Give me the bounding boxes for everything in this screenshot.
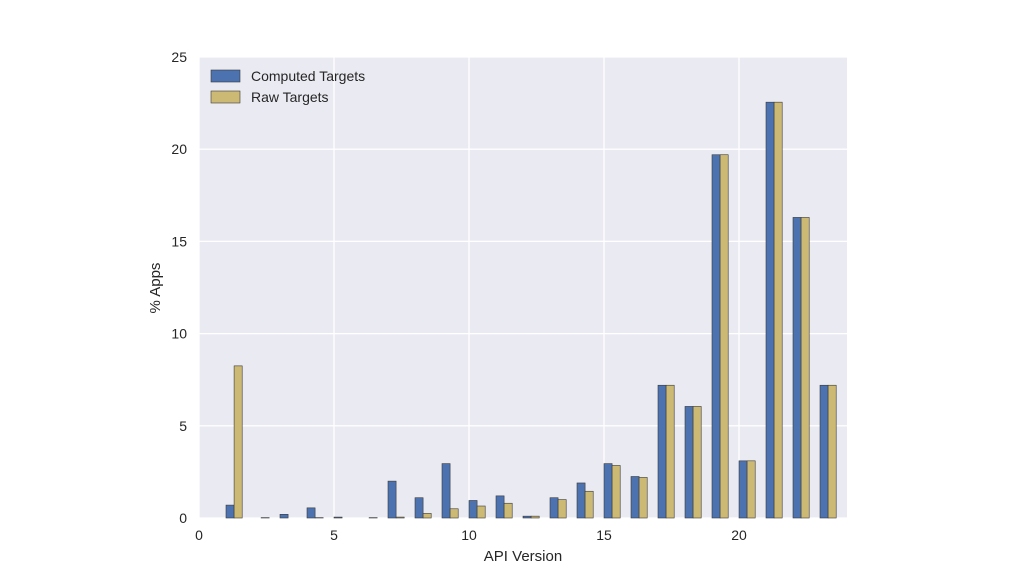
bar-raw-10	[476, 505, 486, 519]
bar-raw-22	[800, 217, 810, 519]
x-tick-label: 0	[195, 527, 203, 543]
bar-computed-13	[549, 497, 559, 519]
bar-computed-14	[576, 482, 586, 519]
y-tick-labels: 0 5 10 15 20 25	[171, 49, 187, 526]
bar-computed-11	[495, 495, 505, 519]
y-tick-label: 25	[171, 49, 187, 65]
bar-raw-13	[557, 499, 567, 519]
legend: Computed Targets Raw Targets	[210, 68, 365, 105]
legend-label-computed: Computed Targets	[251, 68, 365, 84]
bar-computed-23	[819, 384, 829, 519]
y-tick-label: 0	[179, 510, 187, 526]
bar-computed-16	[630, 476, 640, 519]
bar-computed-5	[333, 516, 343, 519]
bar-raw-16	[638, 477, 648, 519]
bar-computed-7	[387, 480, 397, 519]
bar-computed-15	[603, 463, 613, 519]
bar-computed-9	[441, 463, 451, 519]
x-tick-label: 20	[731, 527, 747, 543]
bars	[225, 101, 837, 519]
gridlines	[198, 56, 847, 519]
bar-raw-20	[746, 460, 756, 519]
bar-raw-1	[233, 365, 243, 519]
y-tick-label: 5	[179, 418, 187, 434]
bar-raw-9	[449, 508, 459, 519]
bar-computed-18	[684, 406, 694, 519]
bar-raw-12	[530, 515, 540, 519]
bar-raw-14	[584, 490, 594, 519]
bar-raw-15	[611, 465, 621, 519]
bar-computed-20	[738, 460, 748, 519]
bar-raw-23	[827, 384, 837, 519]
x-axis-label: API Version	[484, 548, 562, 565]
legend-label-raw: Raw Targets	[251, 89, 329, 105]
bar-computed-22	[792, 217, 802, 519]
bar-raw-17	[665, 384, 675, 519]
bar-computed-10	[468, 500, 478, 519]
bar-raw-8	[422, 513, 432, 519]
bar-raw-19	[719, 154, 729, 519]
bar-computed-4	[306, 507, 316, 519]
bar-raw-18	[692, 406, 702, 519]
bar-raw-11	[503, 502, 513, 519]
bar-raw-21	[773, 101, 783, 519]
bar-computed-3	[279, 514, 289, 519]
bar-computed-17	[657, 384, 667, 519]
x-tick-label: 15	[596, 527, 612, 543]
x-tick-label: 10	[461, 527, 477, 543]
y-tick-label: 10	[171, 326, 187, 342]
plot-area	[199, 57, 847, 518]
legend-swatch-raw	[210, 90, 241, 104]
x-tick-label: 5	[330, 527, 338, 543]
bar-computed-21	[765, 101, 775, 519]
bar-computed-19	[711, 154, 721, 519]
bar-computed-1	[225, 504, 235, 519]
y-axis-label: % Apps	[147, 263, 164, 314]
bar-raw-7	[395, 516, 405, 519]
bar-computed-12	[522, 515, 532, 519]
x-tick-labels: 0 5 10 15 20	[195, 527, 747, 543]
y-tick-label: 20	[171, 141, 187, 157]
y-tick-label: 15	[171, 233, 187, 249]
bar-computed-8	[414, 497, 424, 519]
legend-swatch-computed	[210, 69, 241, 83]
